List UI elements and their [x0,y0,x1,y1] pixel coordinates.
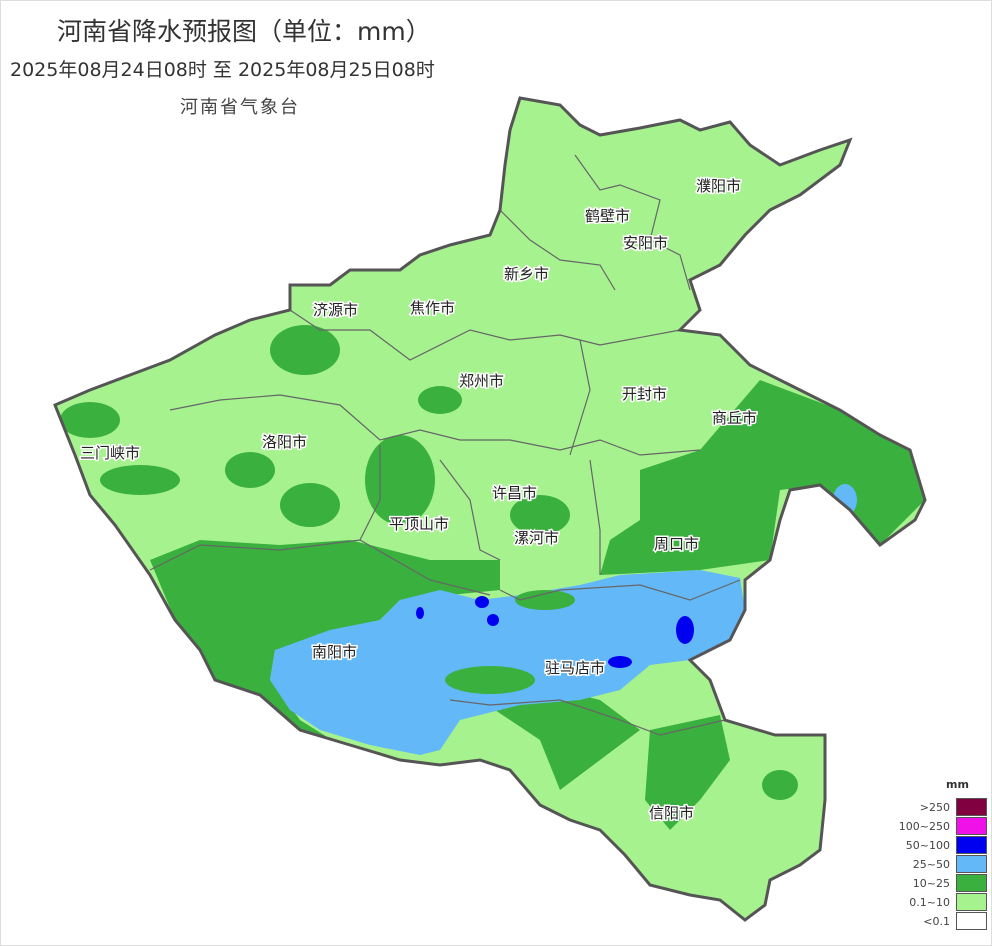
legend-item: 50~100 [880,836,988,855]
rain-25-50-area [270,570,745,755]
legend-label: 0.1~10 [909,896,950,909]
legend-item: <0.1 [880,912,988,931]
rain-10-25-areas [60,325,925,830]
rain-10-25-inner-areas [445,590,575,694]
forecast-period: 2025年08月24日08时 至 2025年08月25日08时 [10,59,435,81]
legend-item: 25~50 [880,855,988,874]
city-label: 鹤壁市 [585,207,630,225]
legend-swatch [956,855,987,873]
city-label: 安阳市 [623,234,668,252]
city-label: 周口市 [654,535,699,553]
rain-50-100-spots [416,596,694,668]
legend-item: 100~250 [880,817,988,836]
city-label: 济源市 [313,301,358,319]
city-label: 商丘市 [712,409,757,427]
city-label: 新乡市 [504,265,549,283]
legend-label: 10~25 [912,877,950,890]
legend-label: 100~250 [898,820,950,833]
city-boundaries [149,154,741,736]
legend-item: 10~25 [880,874,988,893]
legend-label: <0.1 [923,915,950,928]
map-title: 河南省降水预报图（单位：mm） [57,17,431,46]
city-label: 信阳市 [649,804,694,822]
organization: 河南省气象台 [180,97,300,118]
legend-swatch [956,817,987,835]
legend-swatch [956,836,987,854]
city-label: 开封市 [622,385,667,403]
city-label: 许昌市 [492,484,537,502]
city-label: 濮阳市 [696,177,741,195]
legend-swatch [956,893,987,911]
legend-item: >250 [880,798,988,817]
legend-label: >250 [919,801,950,814]
legend-label: 25~50 [912,858,950,871]
legend-swatch [956,874,987,892]
city-label: 三门峡市 [80,444,140,462]
city-labels: 濮阳市 鹤壁市 安阳市 新乡市 焦作市 济源市 郑州市 开封市 商丘市 三门峡市… [79,176,759,824]
city-label: 洛阳市 [262,433,307,451]
legend-swatch [956,912,987,930]
legend-swatch [956,798,987,816]
city-label: 焦作市 [410,299,455,317]
city-label: 平顶山市 [389,515,449,533]
legend-label: 50~100 [905,839,950,852]
city-label: 郑州市 [459,372,504,390]
city-label: 驻马店市 [545,659,605,677]
city-label: 漯河市 [514,529,559,547]
city-label: 南阳市 [312,643,357,661]
legend-unit: mm [946,778,969,791]
legend-item: 0.1~10 [880,893,988,912]
